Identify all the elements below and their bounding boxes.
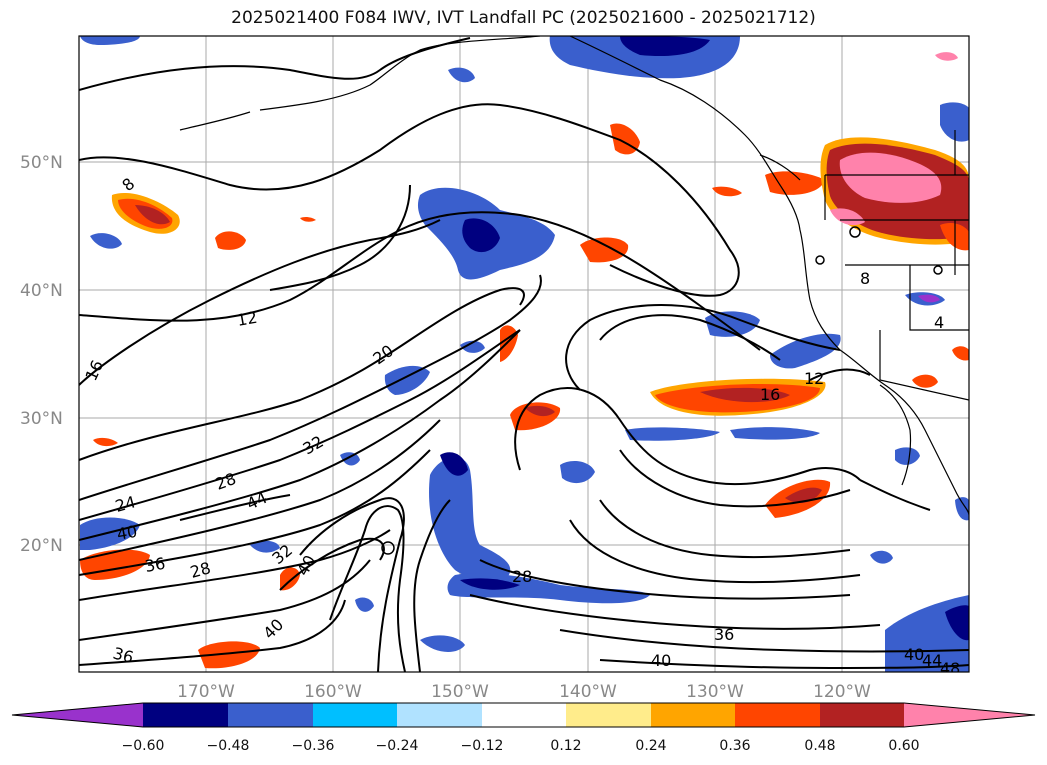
lat-label: 20°N (20, 536, 63, 556)
contour-label: 36 (714, 625, 734, 644)
colorbar-extend-low (12, 703, 143, 727)
colorbar-segment (735, 703, 820, 727)
lon-label: 120°W (813, 682, 871, 702)
lat-label: 50°N (20, 153, 63, 173)
small-contours (381, 226, 943, 555)
colorbar-tick-label: −0.48 (207, 738, 250, 754)
contour-label: 40 (115, 522, 138, 544)
lon-label: 150°W (431, 682, 489, 702)
figure-title: 2025021400 F084 IWV, IVT Landfall PC (20… (231, 8, 816, 28)
colorbar-tick-label: 0.12 (550, 738, 581, 754)
longitude-labels: 170°W 160°W 150°W 140°W 130°W 120°W (177, 682, 871, 702)
contour-label: 40 (651, 651, 671, 670)
contour-label: 48 (940, 659, 960, 678)
colorbar-segment (482, 703, 566, 727)
contour-label: 24 (113, 492, 138, 516)
latitude-labels: 50°N 40°N 30°N 20°N (20, 153, 63, 556)
contour-label: 28 (512, 567, 532, 586)
colorbar-tick-label: −0.24 (376, 738, 419, 754)
colorbar: −0.60 −0.48 −0.36 −0.24 −0.12 0.12 0.24 … (11, 702, 1036, 754)
colorbar-tick-label: −0.12 (461, 738, 504, 754)
colorbar-segment (313, 703, 397, 727)
lat-label: 40°N (20, 281, 63, 301)
contour-label: 12 (235, 308, 258, 330)
contour-label: 16 (760, 385, 780, 404)
lon-label: 160°W (304, 682, 362, 702)
colorbar-outline (11, 702, 1036, 728)
colorbar-segment (397, 703, 482, 727)
colorbar-segment (651, 703, 735, 727)
contour-label: 36 (111, 644, 136, 668)
colorbar-segment (228, 703, 313, 727)
colorbar-tick-label: 0.24 (635, 738, 666, 754)
lon-label: 170°W (177, 682, 235, 702)
lon-label: 140°W (559, 682, 617, 702)
contour-label: 12 (804, 369, 824, 388)
lat-label: 30°N (20, 409, 63, 429)
contour-label: 8 (860, 269, 870, 288)
colorbar-tick-label: 0.48 (804, 738, 835, 754)
contour-label: 36 (143, 554, 166, 576)
contour-label: 4 (934, 313, 944, 332)
colorbar-segment (566, 703, 651, 727)
contour-label: 40 (904, 645, 924, 664)
colorbar-tick-label: 0.60 (888, 738, 919, 754)
iwv-contours (79, 37, 969, 672)
colorbar-tick-label: −0.60 (122, 738, 165, 754)
negative-pc-shading (80, 36, 969, 672)
lon-label: 130°W (686, 682, 744, 702)
positive-pc-shading (80, 52, 969, 669)
map-frame (78, 35, 970, 673)
contour-label: 28 (188, 558, 213, 582)
colorbar-segment (820, 703, 904, 727)
contour-label: 44 (922, 651, 942, 670)
colorbar-tick-label: 0.36 (719, 738, 750, 754)
colorbar-tick-label: −0.36 (292, 738, 335, 754)
colorbar-extend-high (904, 703, 1035, 727)
colorbar-segment (143, 703, 228, 727)
coastlines (179, 36, 969, 516)
